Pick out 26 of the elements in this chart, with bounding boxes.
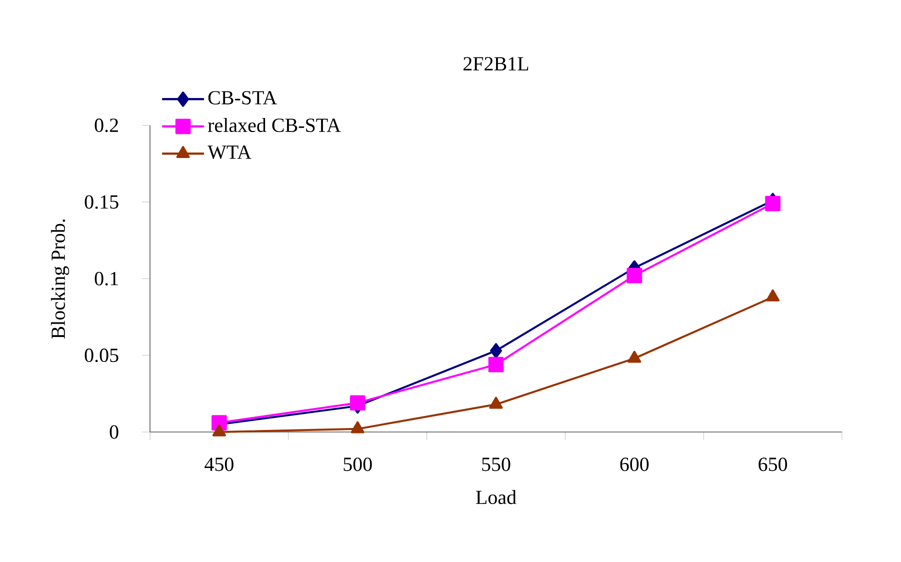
x-tick-label: 450 — [204, 458, 234, 472]
point — [350, 395, 366, 411]
legend-label: relaxed CB-STA — [208, 118, 341, 132]
point — [489, 396, 503, 409]
x-tick-label: 500 — [344, 458, 372, 472]
point — [212, 424, 226, 436]
x-tick-label: 650 — [758, 458, 788, 472]
point — [490, 343, 502, 358]
point — [488, 356, 504, 372]
y-tick-label: 0.05 — [84, 348, 118, 362]
point — [766, 289, 780, 302]
y-tick-label: 0.1 — [94, 272, 118, 286]
legend-label: CB-STA — [208, 91, 277, 104]
y-tick-label: 0.2 — [94, 118, 118, 132]
x-tick-label: 600 — [620, 458, 649, 472]
point — [626, 268, 642, 284]
point — [628, 350, 642, 363]
legend-label: WTA — [208, 146, 252, 160]
y-axis-title: Blocking Prob. — [50, 219, 70, 339]
x-axis-title: Load — [476, 490, 516, 504]
point — [765, 196, 780, 212]
chart-title: 2F2B1L — [464, 57, 528, 70]
y-tick-label: 0.15 — [84, 195, 118, 209]
x-tick-label: 550 — [482, 458, 510, 472]
point — [350, 421, 364, 434]
y-tick-label: 0 — [110, 425, 118, 439]
